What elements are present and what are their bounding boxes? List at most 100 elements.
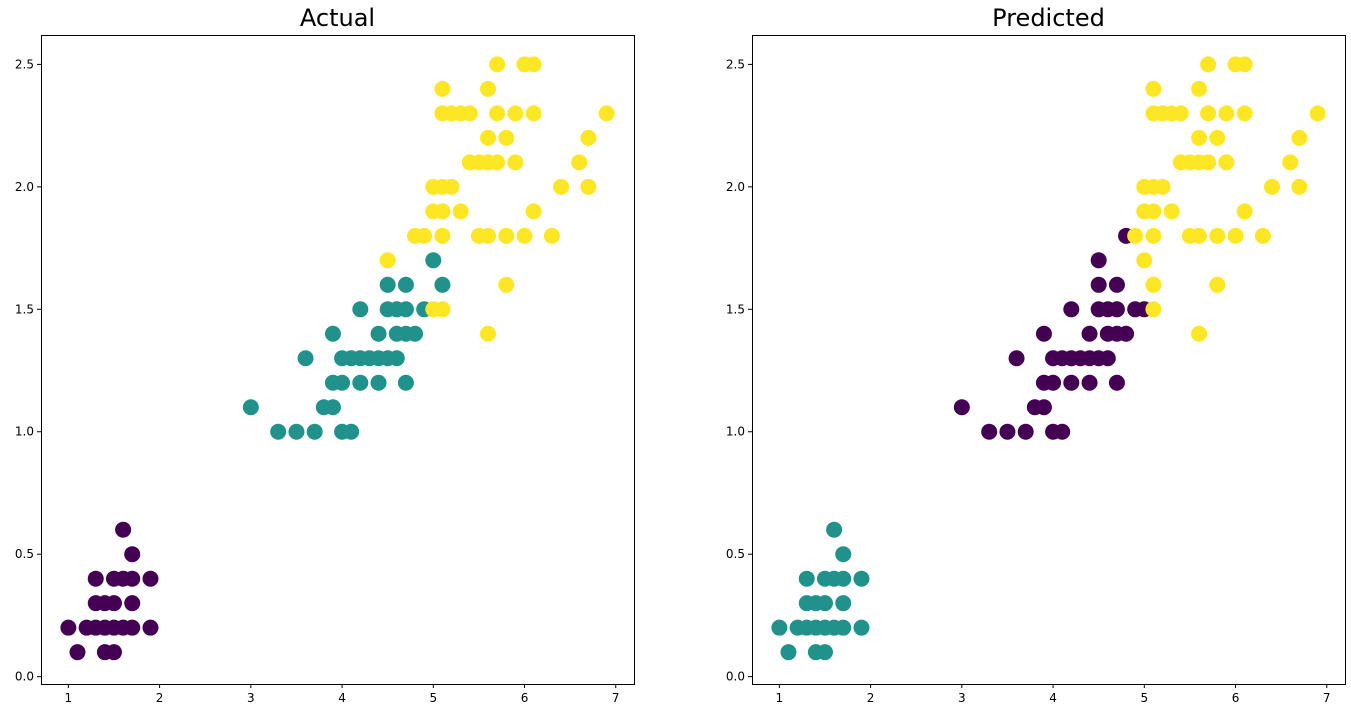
- data-point: [1191, 325, 1208, 342]
- data-point: [1035, 399, 1052, 416]
- data-point: [1172, 105, 1189, 122]
- data-point: [1309, 105, 1326, 122]
- data-point: [434, 276, 451, 293]
- data-point: [780, 644, 797, 661]
- series-2: [1127, 56, 1326, 342]
- data-point: [397, 301, 414, 318]
- y-tick-label: 1.5: [726, 302, 745, 316]
- x-tick-label: 4: [1049, 691, 1057, 705]
- data-point: [1154, 178, 1171, 195]
- x-tick-label: 3: [958, 691, 966, 705]
- data-point: [297, 350, 314, 367]
- data-point: [334, 374, 351, 391]
- data-point: [598, 105, 615, 122]
- data-point: [981, 423, 998, 440]
- data-point: [124, 619, 141, 636]
- data-point: [507, 154, 524, 171]
- data-point: [60, 619, 77, 636]
- data-point: [498, 276, 515, 293]
- data-point: [580, 178, 597, 195]
- x-tick-label: 1: [776, 691, 784, 705]
- axes-frame: [752, 35, 1346, 685]
- data-point: [434, 227, 451, 244]
- data-point: [480, 325, 497, 342]
- data-point: [543, 227, 560, 244]
- series-1: [242, 252, 451, 440]
- data-point: [142, 570, 159, 587]
- data-point: [507, 105, 524, 122]
- data-point: [853, 619, 870, 636]
- data-point: [115, 521, 132, 538]
- data-point: [525, 56, 542, 73]
- data-point: [835, 570, 852, 587]
- data-point: [1090, 252, 1107, 269]
- data-point: [835, 546, 852, 563]
- y-tick-label: 1.0: [726, 425, 745, 439]
- x-tick-label: 6: [521, 691, 529, 705]
- data-point: [1035, 325, 1052, 342]
- y-tick-label: 0.5: [726, 547, 745, 561]
- x-tick-label: 7: [612, 691, 620, 705]
- chart-title: Predicted: [992, 4, 1105, 32]
- data-point: [1099, 350, 1116, 367]
- data-point: [1209, 227, 1226, 244]
- data-point: [816, 644, 833, 661]
- y-tick-label: 0.5: [15, 547, 34, 561]
- series-1: [771, 521, 870, 661]
- data-point: [1081, 374, 1098, 391]
- data-point: [1264, 178, 1281, 195]
- data-point: [1063, 301, 1080, 318]
- data-point: [999, 423, 1016, 440]
- data-point: [1090, 276, 1107, 293]
- data-point: [1054, 423, 1071, 440]
- data-point: [1136, 252, 1153, 269]
- data-point: [580, 129, 597, 146]
- x-tick-label: 3: [247, 691, 255, 705]
- data-point: [1163, 203, 1180, 220]
- x-tick-label: 2: [156, 691, 164, 705]
- data-point: [397, 374, 414, 391]
- data-point: [798, 570, 815, 587]
- data-point: [1254, 227, 1271, 244]
- data-point: [525, 203, 542, 220]
- data-point: [105, 595, 122, 612]
- data-point: [124, 595, 141, 612]
- data-point: [1063, 374, 1080, 391]
- data-point: [461, 105, 478, 122]
- data-point: [489, 56, 506, 73]
- data-point: [853, 570, 870, 587]
- data-point: [1191, 129, 1208, 146]
- data-point: [370, 374, 387, 391]
- predicted-plot: Predicted 1 2 3 4 5 6 7 0.0 0.5 1.0 1.5 2.0 2.5: [726, 4, 1346, 705]
- data-point: [407, 325, 424, 342]
- data-point: [324, 399, 341, 416]
- data-point: [288, 423, 305, 440]
- data-point: [1108, 374, 1125, 391]
- data-point: [835, 595, 852, 612]
- data-point: [388, 350, 405, 367]
- data-point: [1081, 325, 1098, 342]
- x-tick-label: 6: [1232, 691, 1240, 705]
- data-point: [1145, 80, 1162, 97]
- data-point: [525, 105, 542, 122]
- data-point: [1236, 203, 1253, 220]
- data-point: [142, 619, 159, 636]
- data-point: [1145, 227, 1162, 244]
- x-tick-label: 2: [867, 691, 875, 705]
- data-point: [1108, 276, 1125, 293]
- data-point: [489, 105, 506, 122]
- y-tick-label: 2.5: [726, 57, 745, 71]
- data-point: [516, 227, 533, 244]
- series-2: [379, 56, 615, 342]
- data-point: [124, 570, 141, 587]
- x-tick-label: 1: [65, 691, 73, 705]
- data-point: [553, 178, 570, 195]
- data-point: [1017, 423, 1034, 440]
- data-point: [480, 227, 497, 244]
- data-point: [1145, 203, 1162, 220]
- data-point: [1282, 154, 1299, 171]
- data-point: [1200, 154, 1217, 171]
- chart-title: Actual: [300, 4, 375, 32]
- data-point: [1227, 227, 1244, 244]
- data-point: [1118, 325, 1135, 342]
